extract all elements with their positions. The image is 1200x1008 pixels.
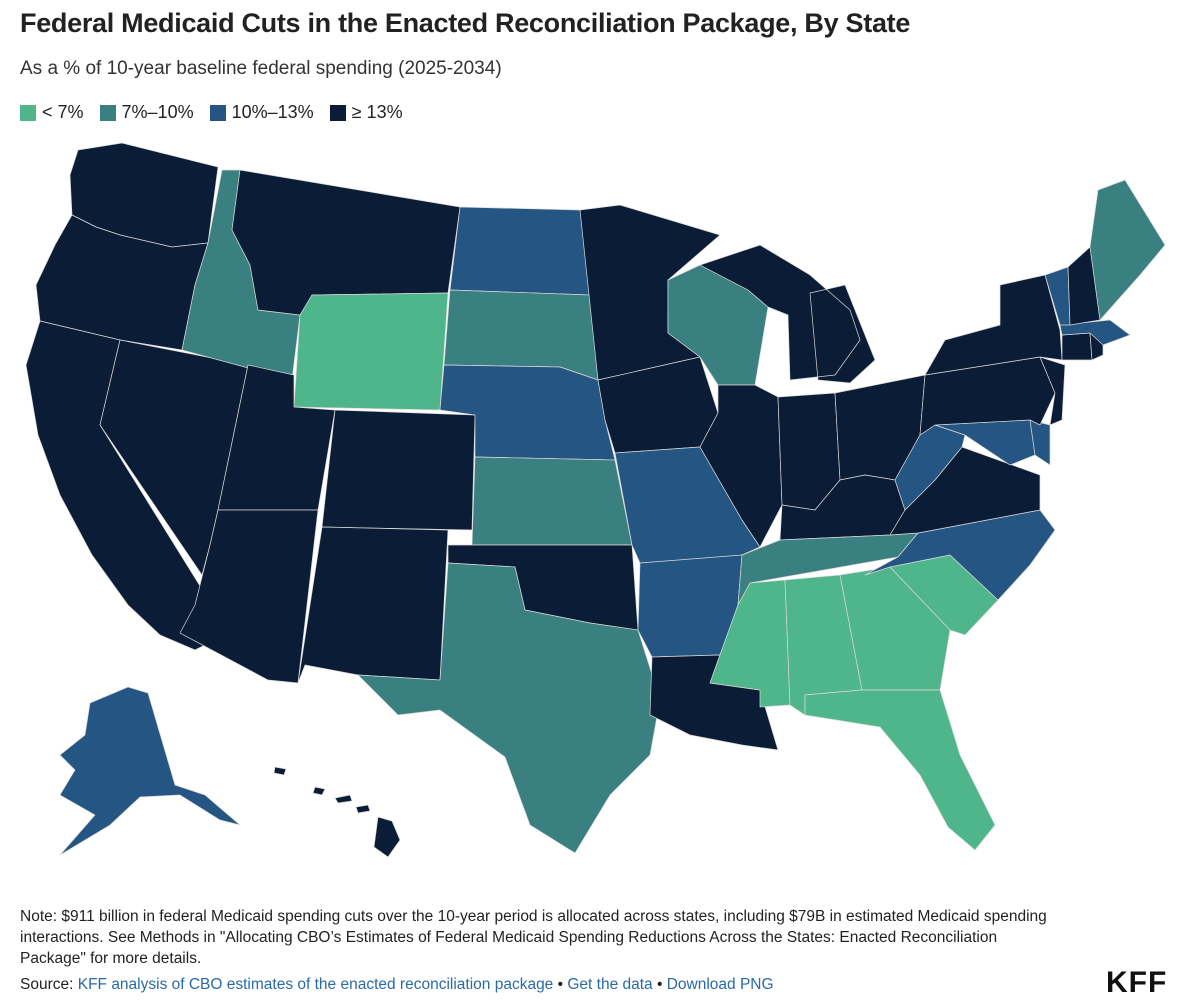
separator: • xyxy=(652,976,667,993)
us-map xyxy=(25,142,1166,858)
state-ND[interactable] xyxy=(449,206,591,296)
state-DE[interactable] xyxy=(1029,419,1051,466)
legend-item-lt7: < 7% xyxy=(20,102,84,123)
legend-swatch xyxy=(329,104,346,121)
source-prefix: Source: xyxy=(20,976,78,993)
legend-label: 7%–10% xyxy=(121,102,194,122)
legend-label: < 7% xyxy=(42,102,84,122)
legend: < 7% 7%–10% 10%–13% ≥ 13% xyxy=(20,102,403,123)
state-NJ[interactable] xyxy=(1039,356,1066,426)
legend-item-ge13: ≥ 13% xyxy=(329,102,403,123)
legend-label: ≥ 13% xyxy=(351,102,403,122)
state-AK[interactable] xyxy=(59,686,241,856)
state-FL[interactable] xyxy=(804,689,996,851)
source-link[interactable]: KFF analysis of CBO estimates of the ena… xyxy=(77,976,554,993)
chart-title: Federal Medicaid Cuts in the Enacted Rec… xyxy=(20,8,911,38)
state-MS[interactable] xyxy=(709,579,791,708)
source-line: Source: KFF analysis of CBO estimates of… xyxy=(20,976,774,994)
legend-item-7-10: 7%–10% xyxy=(99,102,194,123)
chart-subtitle: As a % of 10-year baseline federal spend… xyxy=(20,58,502,79)
download-png-link[interactable]: Download PNG xyxy=(666,976,774,993)
legend-item-10-13: 10%–13% xyxy=(209,102,314,123)
get-data-link[interactable]: Get the data xyxy=(567,976,653,993)
state-CO[interactable] xyxy=(321,409,476,531)
kff-logo[interactable]: KFF xyxy=(1106,966,1168,999)
state-HI[interactable] xyxy=(273,766,401,858)
state-MI[interactable] xyxy=(699,244,876,384)
state-WY[interactable] xyxy=(293,292,449,411)
state-ME[interactable] xyxy=(1089,179,1166,321)
state-AZ[interactable] xyxy=(179,509,319,684)
state-IL[interactable] xyxy=(699,384,783,548)
state-CT[interactable] xyxy=(1061,332,1093,361)
legend-swatch xyxy=(209,104,226,121)
legend-swatch xyxy=(99,104,116,121)
legend-label: 10%–13% xyxy=(231,102,314,122)
state-KS[interactable] xyxy=(471,456,633,546)
state-MA[interactable] xyxy=(1059,319,1131,346)
state-TX[interactable] xyxy=(357,562,661,854)
separator: • xyxy=(553,976,568,993)
footnote: Note: $911 billion in federal Medicaid s… xyxy=(20,908,1047,967)
legend-swatch xyxy=(20,104,36,121)
state-NM[interactable] xyxy=(297,526,449,684)
